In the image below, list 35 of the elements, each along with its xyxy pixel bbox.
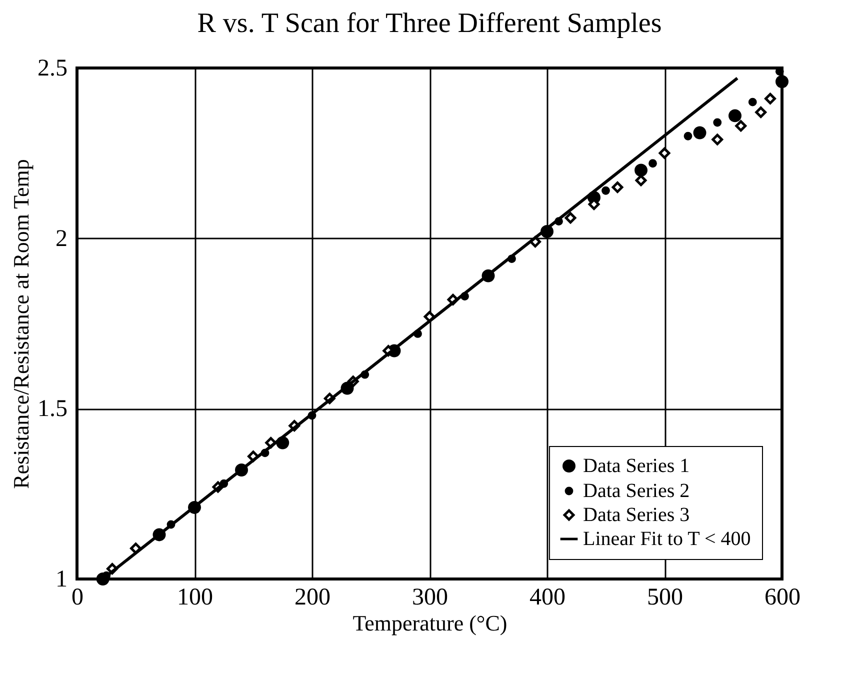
y-tick-label: 1.5 — [38, 396, 68, 422]
legend-label: Data Series 3 — [583, 504, 690, 526]
point — [658, 147, 670, 159]
point — [634, 164, 648, 177]
point — [735, 120, 747, 132]
y-tick-label: 2.5 — [38, 56, 68, 82]
x-tick-label: 300 — [412, 584, 448, 610]
point — [712, 134, 724, 146]
point — [684, 132, 692, 140]
y-tick-label: 2 — [56, 226, 68, 252]
x-tick-label: 400 — [530, 584, 566, 610]
point — [748, 98, 757, 106]
x-tick-label: 100 — [177, 584, 213, 610]
legend-label: Linear Fit to T < 400 — [583, 528, 751, 550]
legend-label: Data Series 1 — [583, 455, 690, 477]
point — [635, 174, 647, 186]
point — [776, 75, 788, 88]
point — [693, 126, 706, 140]
x-tick-label: 0 — [72, 584, 84, 610]
point — [764, 92, 776, 104]
point — [564, 212, 576, 224]
chart-title: R vs. T Scan for Three Different Samples — [197, 8, 662, 39]
x-tick-label: 600 — [764, 584, 800, 610]
point — [728, 109, 742, 122]
point — [612, 182, 624, 193]
x-axis-title: Temperature (°C) — [352, 610, 508, 636]
point — [755, 106, 767, 118]
point — [713, 118, 722, 127]
point — [648, 159, 657, 168]
y-tick-label: 1 — [56, 566, 68, 592]
x-tick-label: 200 — [294, 584, 330, 610]
y-axis-title: Resistance/Resistance at Room Temp — [8, 159, 34, 489]
point — [602, 186, 610, 195]
legend-label: Data Series 2 — [583, 480, 690, 502]
x-tick-label: 500 — [647, 584, 683, 610]
